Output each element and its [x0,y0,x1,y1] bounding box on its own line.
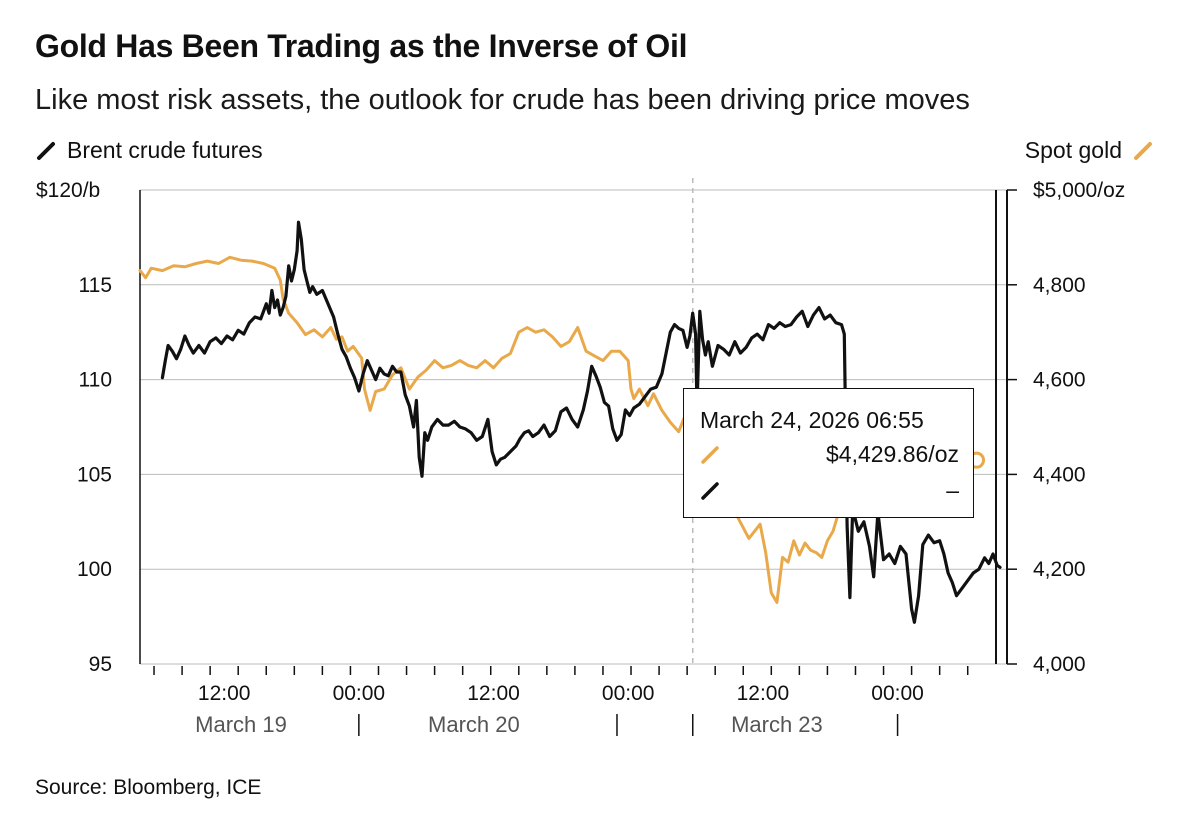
legend-gold[interactable]: Spot gold [1025,137,1154,164]
hover-tooltip: March 24, 2026 06:55 $4,429.86/oz – [683,388,974,518]
chart-subtitle: Like most risk assets, the outlook for c… [35,84,970,116]
y-left-tick-label: 105 [77,463,112,486]
tooltip-oil-swatch-icon [701,481,719,500]
x-hour-label: 12:00 [737,682,790,705]
tooltip-oil-value: – [946,477,959,503]
x-hour-label: 12:00 [467,682,520,705]
x-hour-label: 00:00 [333,682,386,705]
brent-series-line [160,220,1002,624]
x-date-label: March 23 [731,712,823,737]
y-left-tick-label: 95 [89,653,112,676]
source-note: Source: Bloomberg, ICE [35,776,262,799]
y-right-tick-label: $5,000/oz [1033,179,1125,202]
x-date-label: March 19 [195,712,287,737]
y-left-tick-label: 115 [79,274,112,297]
gold-series-line [138,255,972,604]
x-hour-label: 00:00 [871,682,924,705]
brent-legend-swatch-icon [37,141,55,160]
y-right-tick-label: 4,400 [1033,463,1086,486]
gold-legend-swatch-icon [1134,141,1152,160]
chart-title: Gold Has Been Trading as the Inverse of … [35,28,688,64]
legend-gold-label: Spot gold [1024,137,1122,163]
tooltip-timestamp: March 24, 2026 06:55 [700,407,924,433]
y-right-tick-label: 4,200 [1033,558,1086,581]
y-right-tick-label: 4,600 [1033,369,1086,392]
legend-brent[interactable]: Brent crude futures [35,137,263,164]
y-right-tick-label: 4,000 [1033,653,1086,676]
tooltip-oil-row: – [700,477,959,504]
legend-brent-label: Brent crude futures [67,137,263,163]
y-left-tick-label: 100 [77,558,112,581]
tooltip-gold-row: $4,429.86/oz [700,441,959,468]
y-right-tick-label: 4,800 [1033,274,1086,297]
tooltip-gold-swatch-icon [701,445,719,464]
tooltip-gold-value: $4,429.86/oz [825,441,959,467]
x-date-label: March 20 [428,712,520,737]
x-hour-label: 00:00 [602,682,655,705]
x-hour-label: 12:00 [198,682,251,705]
y-left-tick-label: 110 [79,369,112,392]
y-left-tick-label: $120/b [36,179,100,202]
